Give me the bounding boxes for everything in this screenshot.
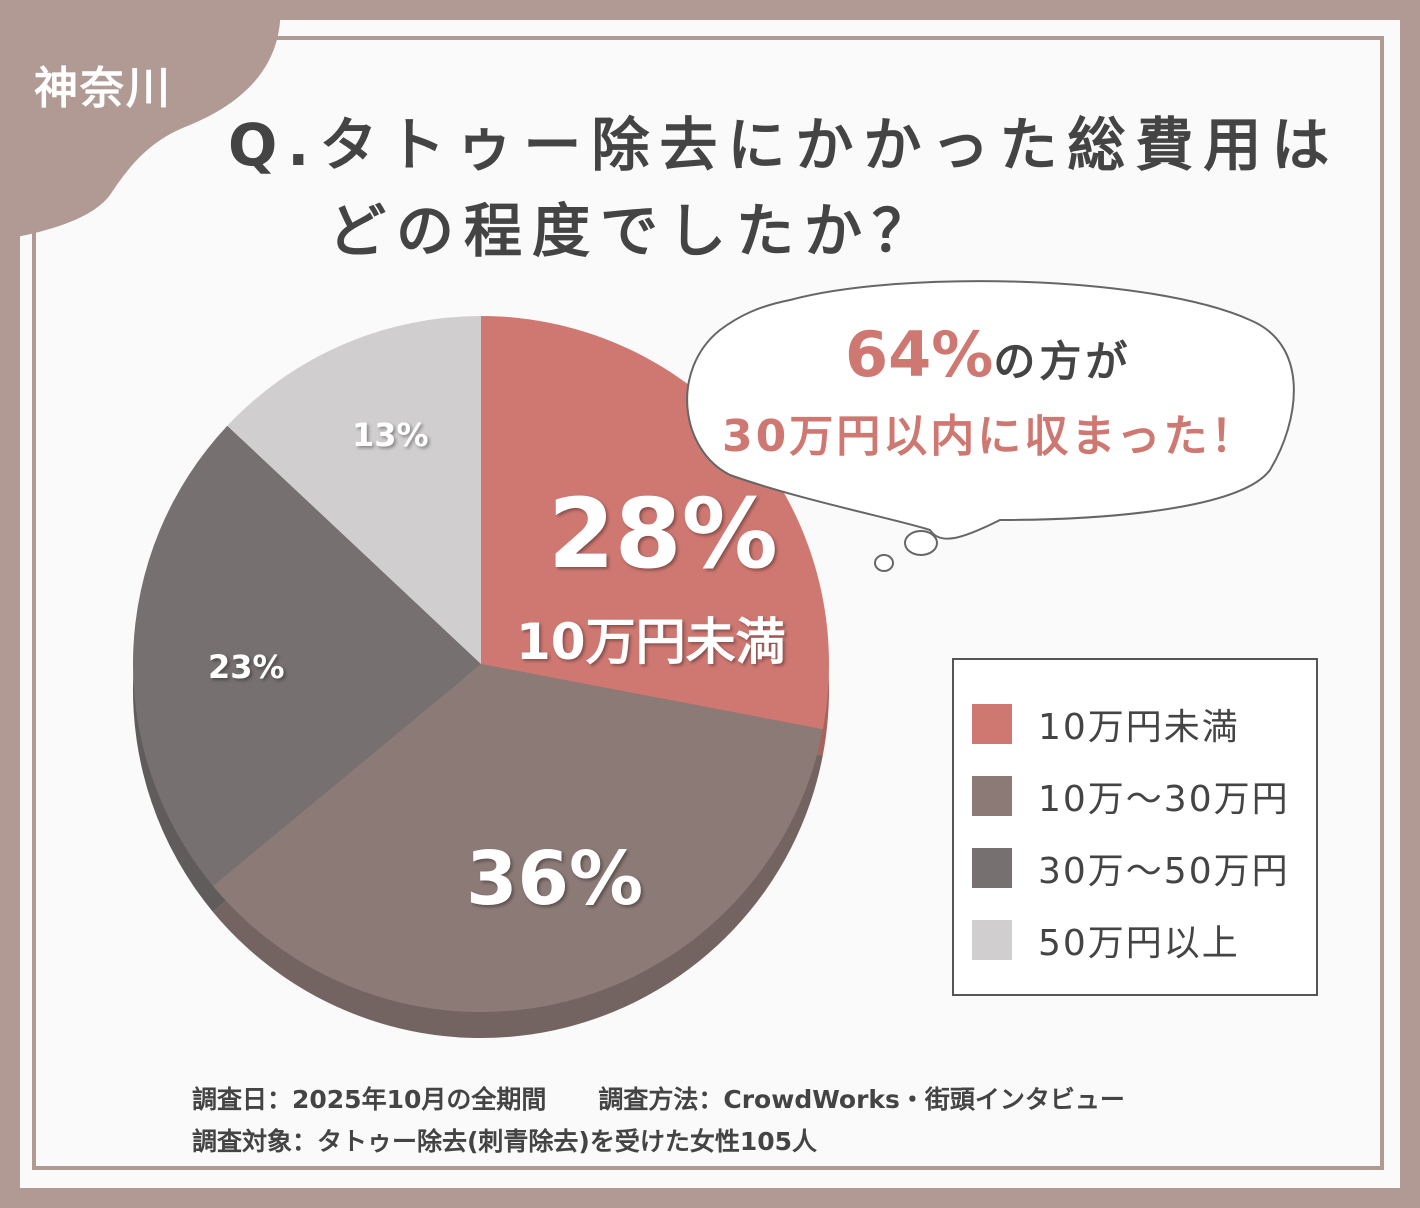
survey-target: 調査対象：タトゥー除去(刺青除去)を受けた女性105人 bbox=[192, 1127, 818, 1156]
thought-bubble-dot-large bbox=[904, 530, 938, 556]
bubble-line1: 64%の方が bbox=[845, 318, 1131, 391]
legend-label: 10万円未満 bbox=[1038, 707, 1240, 748]
title-line1: Q.タトゥー除去にかかった総費用は bbox=[228, 111, 1340, 179]
corner-blob bbox=[0, 0, 281, 240]
survey-method: 調査方法：CrowdWorks・街頭インタビュー bbox=[598, 1085, 1125, 1114]
prefecture-label: 神奈川 bbox=[34, 63, 172, 114]
thought-bubble-dot-small bbox=[874, 554, 894, 572]
legend-item: 50万円以上 bbox=[972, 914, 1240, 966]
slice-label-3: 13% bbox=[352, 416, 429, 454]
pie-slice-0 bbox=[481, 316, 829, 730]
thought-bubble bbox=[686, 280, 1295, 540]
pie-slice-1 bbox=[212, 664, 823, 1012]
title-line2: どの程度でしたか？ bbox=[328, 197, 941, 265]
footer-line1: 調査日：2025年10月の全期間 調査方法：CrowdWorks・街頭インタビュー bbox=[192, 1080, 1125, 1116]
slice-label-0: 28% bbox=[548, 478, 778, 590]
slice-inner-label: 10万円未満 bbox=[516, 613, 786, 671]
legend-swatch bbox=[972, 920, 1012, 960]
frame-border bbox=[32, 36, 1384, 1170]
bubble-suffix: の方が bbox=[993, 337, 1132, 386]
legend-item: 10万～30万円 bbox=[972, 770, 1290, 822]
bubble-line2: 30万円以内に収まった！ bbox=[722, 411, 1258, 462]
legend-swatch bbox=[972, 704, 1012, 744]
legend-swatch bbox=[972, 776, 1012, 816]
legend-swatch bbox=[972, 848, 1012, 888]
legend-label: 10万～30万円 bbox=[1038, 779, 1290, 820]
legend-item: 30万～50万円 bbox=[972, 842, 1290, 894]
bubble-percent: 64% bbox=[845, 318, 994, 391]
legend-label: 50万円以上 bbox=[1038, 923, 1240, 964]
pie-slice-2 bbox=[133, 425, 482, 886]
pie-slice-3 bbox=[227, 316, 481, 664]
legend-item: 10万円未満 bbox=[972, 698, 1240, 750]
slice-label-1: 36% bbox=[466, 836, 644, 922]
legend: 10万円未満 10万～30万円 30万～50万円 50万円以上 bbox=[952, 658, 1318, 996]
legend-label: 30万～50万円 bbox=[1038, 851, 1290, 892]
slice-label-2: 23% bbox=[208, 648, 285, 686]
survey-date: 調査日：2025年10月の全期間 bbox=[192, 1085, 547, 1114]
